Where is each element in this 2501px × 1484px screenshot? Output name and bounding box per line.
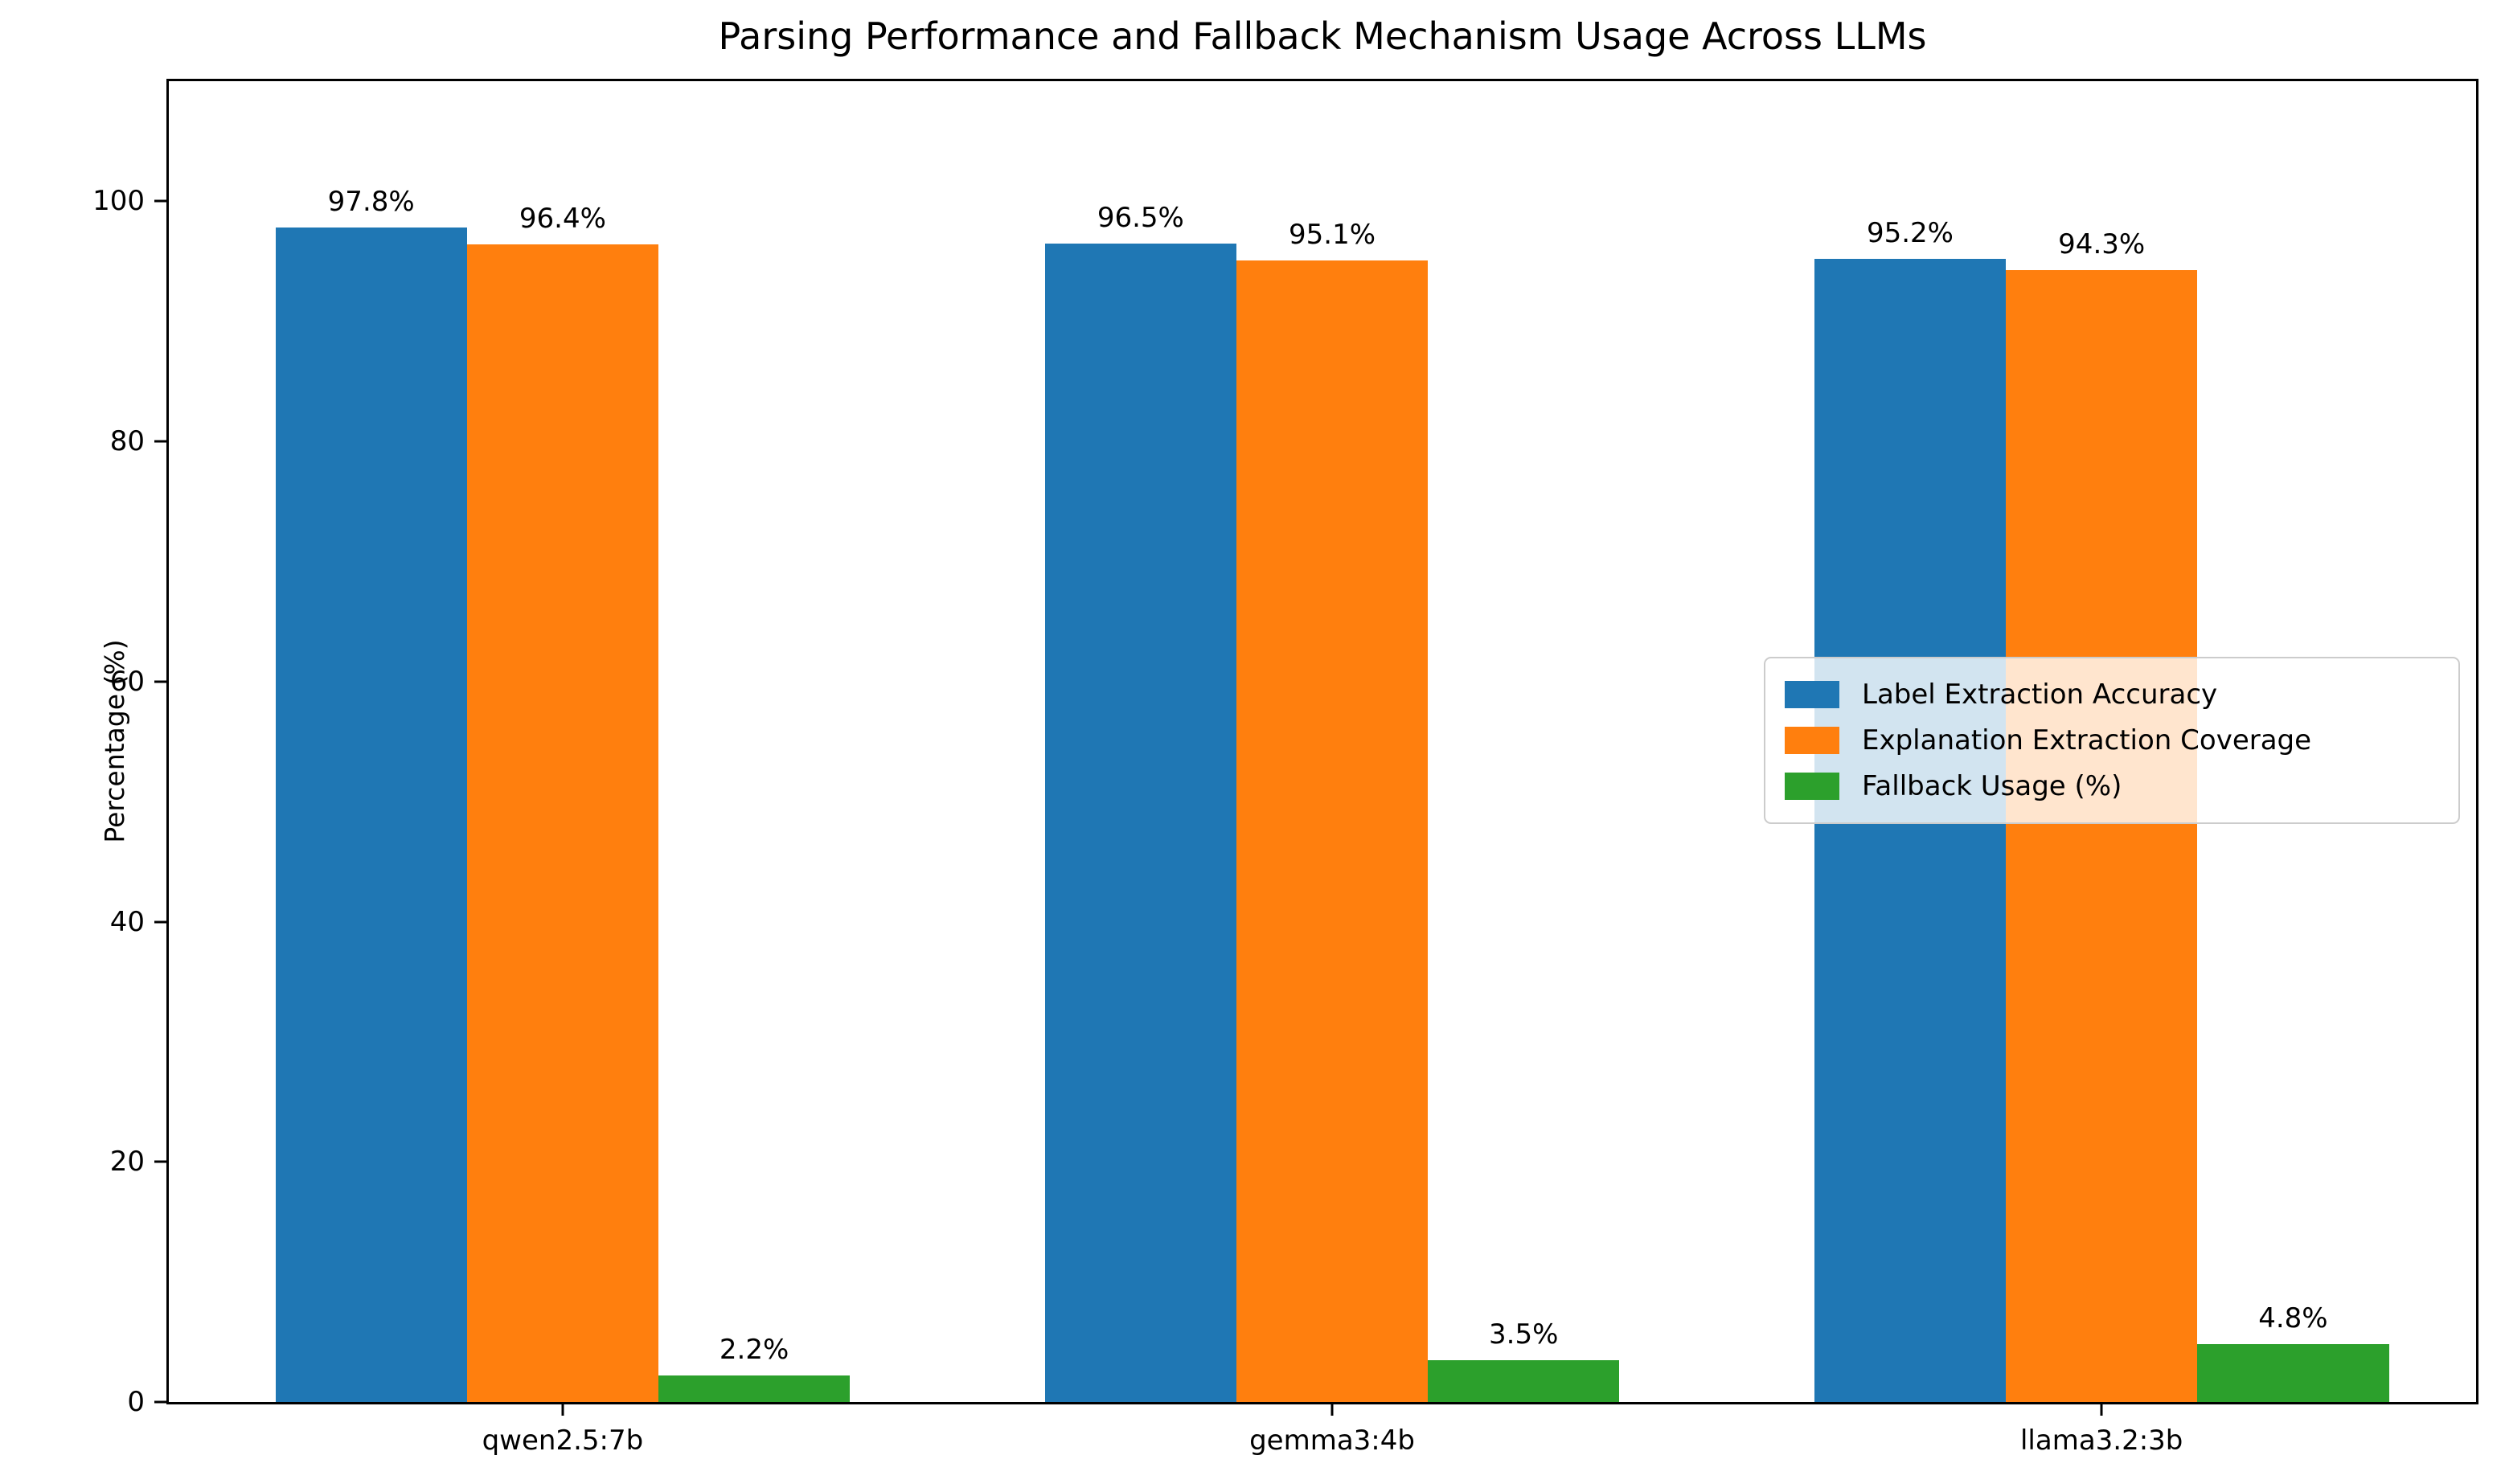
legend-row: Explanation Extraction Coverage — [1785, 724, 2439, 756]
bar — [658, 1375, 851, 1402]
legend-row: Fallback Usage (%) — [1785, 770, 2439, 802]
x-tick-label: gemma3:4b — [1249, 1425, 1415, 1457]
legend: Label Extraction Accuracy Explanation Ext… — [1764, 657, 2460, 824]
y-tick-mark — [154, 920, 166, 924]
legend-swatch-icon — [1785, 773, 1839, 801]
legend-label: Label Extraction Accuracy — [1862, 678, 2218, 711]
x-tick-mark — [1330, 1404, 1334, 1416]
bar-value-label: 97.8% — [327, 186, 415, 219]
y-tick-label: 0 — [127, 1386, 145, 1418]
bar-value-label: 96.5% — [1097, 201, 1184, 234]
plot-area: Label Extraction Accuracy Explanation Ext… — [92, 79, 2478, 1457]
bar-value-label: 95.2% — [1866, 217, 1954, 250]
legend-label: Explanation Extraction Coverage — [1862, 724, 2312, 756]
y-tick-label: 100 — [92, 185, 145, 218]
x-tick-mark — [561, 1404, 564, 1416]
bar — [466, 244, 658, 1402]
bar-value-label: 3.5% — [1489, 1318, 1559, 1351]
x-tick-label: llama3.2:3b — [2019, 1425, 2183, 1457]
bar — [1814, 259, 2007, 1402]
y-tick-mark — [154, 1160, 166, 1163]
chart-title: Parsing Performance and Fallback Mechani… — [718, 14, 1927, 58]
bar-value-label: 94.3% — [2058, 228, 2146, 260]
bar-value-label: 4.8% — [2258, 1302, 2328, 1335]
y-tick-label: 80 — [109, 425, 145, 458]
bar-value-label: 2.2% — [719, 1334, 789, 1367]
bar — [2197, 1344, 2389, 1402]
x-tick-mark — [2100, 1404, 2103, 1416]
bar — [1236, 260, 1429, 1402]
x-tick-label: qwen2.5:7b — [482, 1425, 644, 1457]
y-tick-label: 60 — [109, 665, 145, 698]
bar-value-label: 95.1% — [1289, 218, 1376, 251]
y-tick-mark — [154, 199, 166, 203]
legend-swatch-icon — [1785, 726, 1839, 754]
y-tick-mark — [154, 1400, 166, 1404]
bar — [1428, 1359, 1620, 1402]
y-tick-label: 20 — [109, 1146, 145, 1179]
bar — [275, 228, 467, 1402]
y-tick-label: 40 — [109, 905, 145, 938]
legend-swatch-icon — [1785, 680, 1839, 708]
bar-value-label: 96.4% — [519, 203, 606, 236]
y-tick-mark — [154, 680, 166, 683]
legend-label: Fallback Usage (%) — [1862, 770, 2122, 803]
bar — [2006, 269, 2198, 1402]
y-tick-mark — [154, 440, 166, 443]
legend-row: Label Extraction Accuracy — [1785, 678, 2439, 711]
bar — [1044, 243, 1236, 1402]
